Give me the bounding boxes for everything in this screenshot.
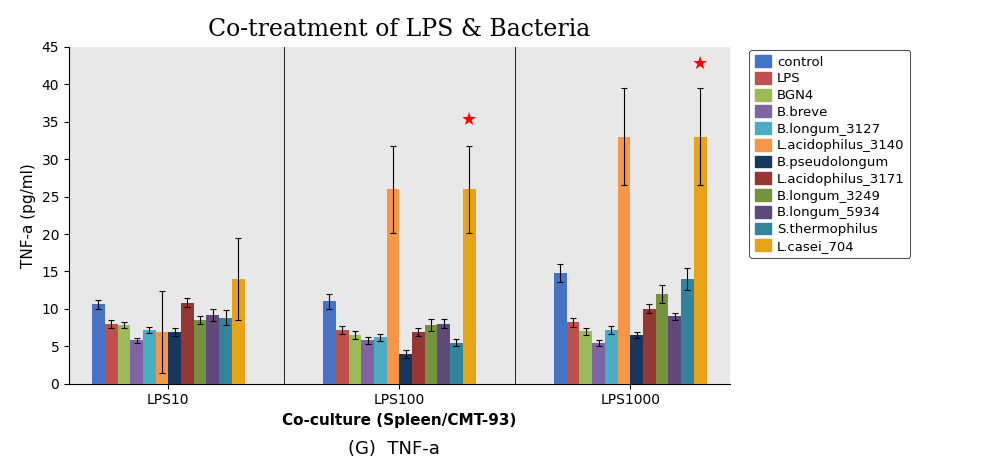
Bar bbox=[92, 304, 105, 384]
Bar bbox=[361, 340, 374, 384]
Bar bbox=[206, 315, 219, 384]
Y-axis label: TNF-a (pg/ml): TNF-a (pg/ml) bbox=[21, 163, 36, 268]
Bar bbox=[143, 330, 156, 384]
Bar bbox=[181, 303, 194, 384]
Bar bbox=[604, 330, 617, 384]
Bar bbox=[117, 325, 130, 384]
Text: ★: ★ bbox=[692, 55, 708, 73]
Bar bbox=[156, 332, 169, 384]
Bar bbox=[387, 189, 399, 384]
Bar bbox=[617, 137, 630, 384]
Bar bbox=[438, 324, 451, 384]
Bar bbox=[232, 279, 245, 384]
Text: (G)  TNF-a: (G) TNF-a bbox=[348, 440, 441, 458]
Bar bbox=[399, 354, 412, 384]
Bar bbox=[656, 294, 669, 384]
Bar bbox=[412, 332, 425, 384]
Title: Co-treatment of LPS & Bacteria: Co-treatment of LPS & Bacteria bbox=[208, 18, 591, 41]
Bar bbox=[554, 273, 567, 384]
Bar bbox=[169, 332, 181, 384]
Bar bbox=[681, 279, 694, 384]
Bar bbox=[643, 309, 656, 384]
X-axis label: Co-culture (Spleen/CMT-93): Co-culture (Spleen/CMT-93) bbox=[282, 413, 517, 428]
Bar bbox=[194, 320, 206, 384]
Bar bbox=[580, 331, 593, 384]
Bar bbox=[567, 322, 580, 384]
Bar bbox=[336, 330, 348, 384]
Bar bbox=[451, 343, 462, 384]
Bar bbox=[630, 335, 643, 384]
Bar bbox=[130, 340, 143, 384]
Legend: control, LPS, BGN4, B.breve, B.longum_3127, L.acidophilus_3140, B.pseudolongum, : control, LPS, BGN4, B.breve, B.longum_31… bbox=[749, 50, 910, 258]
Bar bbox=[348, 335, 361, 384]
Bar bbox=[105, 324, 117, 384]
Bar bbox=[694, 137, 707, 384]
Bar bbox=[323, 301, 336, 384]
Bar bbox=[374, 337, 387, 384]
Bar bbox=[593, 343, 604, 384]
Bar bbox=[462, 189, 475, 384]
Bar bbox=[669, 316, 681, 384]
Text: ★: ★ bbox=[461, 111, 477, 129]
Bar bbox=[425, 325, 438, 384]
Bar bbox=[219, 318, 232, 384]
